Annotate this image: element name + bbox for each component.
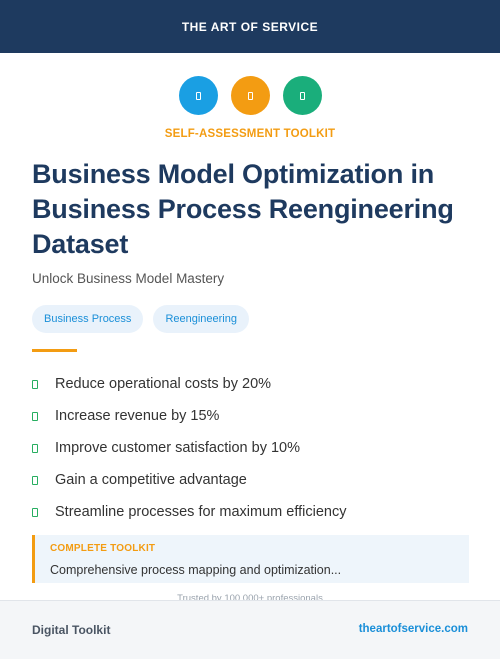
check-icon (32, 443, 38, 453)
benefit-list: Reduce operational costs by 20% Increase… (32, 368, 346, 528)
footer-label: Digital Toolkit (32, 623, 111, 637)
page-title: Business Model Optimization in Business … (32, 159, 454, 259)
subtitle: Unlock Business Model Mastery (32, 271, 225, 286)
toolkit-callout: COMPLETE TOOLKIT Comprehensive process m… (32, 535, 469, 583)
header-bar: THE ART OF SERVICE (0, 0, 500, 53)
check-icon (32, 411, 38, 421)
benefit-item: Improve customer satisfaction by 10% (32, 432, 346, 464)
benefit-text: Gain a competitive advantage (55, 472, 247, 488)
tag-reengineering[interactable]: Reengineering (153, 305, 249, 333)
trusted-note: Trusted by 100,000+ professionals (177, 593, 323, 604)
document-icon (178, 76, 218, 115)
brand-name: THE ART OF SERVICE (181, 19, 319, 34)
accent-divider (32, 349, 77, 352)
tag-business-process[interactable]: Business Process (32, 305, 144, 333)
footer-bar: Digital Toolkit theartofservice.com (0, 600, 500, 659)
chart-icon (282, 76, 322, 115)
benefit-item: Streamline processes for maximum efficie… (32, 496, 346, 528)
tag-list: Business Process Reengineering (32, 305, 249, 333)
website-link[interactable]: theartofservice.com (358, 623, 468, 635)
check-icon (32, 475, 38, 485)
callout-text: Comprehensive process mapping and optimi… (50, 563, 342, 577)
benefit-text: Streamline processes for maximum efficie… (55, 504, 347, 520)
check-icon (32, 379, 38, 389)
callout-label: COMPLETE TOOLKIT (50, 543, 156, 554)
benefit-text: Improve customer satisfaction by 10% (55, 440, 300, 456)
benefit-item: Reduce operational costs by 20% (32, 368, 346, 400)
eyebrow-label: SELF-ASSESSMENT TOOLKIT (164, 128, 336, 140)
benefit-item: Increase revenue by 15% (32, 400, 346, 432)
clipboard-icon (230, 76, 270, 115)
benefit-text: Reduce operational costs by 20% (55, 376, 272, 392)
check-icon (32, 507, 38, 517)
icon-row (0, 76, 500, 115)
benefit-item: Gain a competitive advantage (32, 464, 346, 496)
benefit-text: Increase revenue by 15% (55, 408, 220, 424)
